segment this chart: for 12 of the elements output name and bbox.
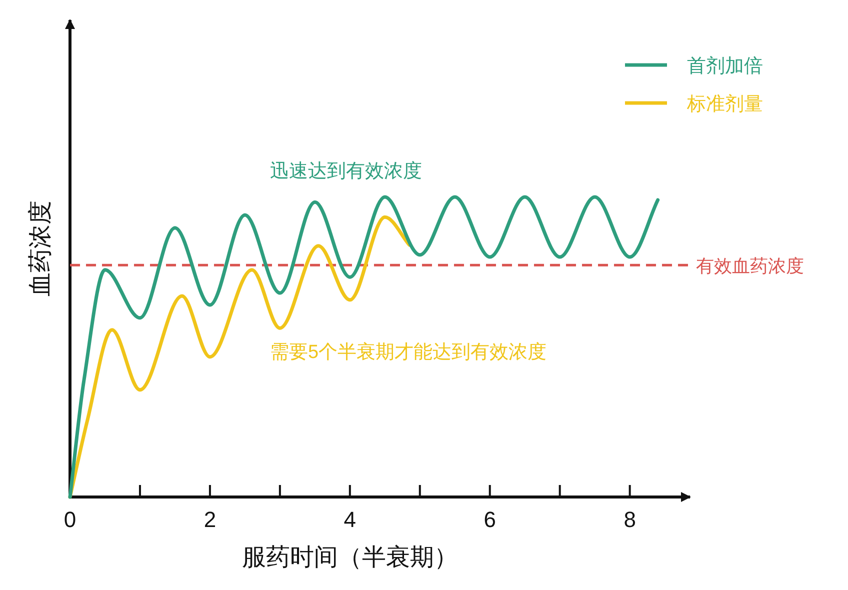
legend-label: 首剂加倍 (687, 55, 763, 77)
x-tick-label: 4 (344, 507, 356, 532)
text: 迅速达到有效浓度 (270, 160, 422, 182)
legend-label: 标准剂量 (686, 93, 763, 115)
ref-line-label: 有效血药浓度 (696, 256, 804, 276)
x-axis-title: 服药时间（半衰期） (242, 544, 458, 571)
x-tick-label: 2 (204, 507, 216, 532)
x-tick-label: 8 (624, 507, 636, 532)
x-tick-label: 0 (64, 507, 76, 532)
y-axis-title: 血药浓度 (27, 200, 54, 296)
annotation: 需要5个半衰期才能达到有效浓度 (270, 341, 547, 363)
x-tick-label: 6 (484, 507, 496, 532)
